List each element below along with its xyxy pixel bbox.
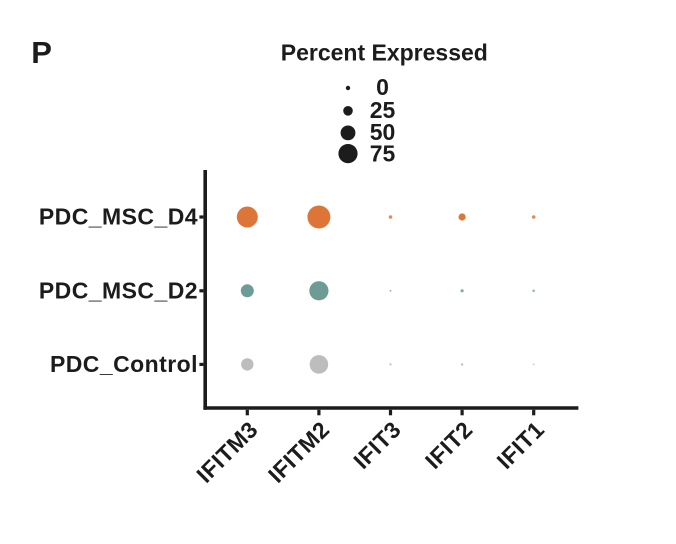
- svg-text:Percent Expressed: Percent Expressed: [281, 39, 488, 65]
- svg-text:25: 25: [370, 97, 396, 123]
- svg-text:P: P: [31, 35, 52, 70]
- svg-text:PDC_MSC_D4: PDC_MSC_D4: [39, 204, 198, 230]
- svg-text:0: 0: [376, 74, 389, 100]
- svg-text:50: 50: [370, 119, 396, 145]
- svg-text:PDC_Control: PDC_Control: [50, 351, 198, 377]
- svg-text:75: 75: [370, 141, 396, 167]
- svg-text:PDC_MSC_D2: PDC_MSC_D2: [39, 277, 198, 303]
